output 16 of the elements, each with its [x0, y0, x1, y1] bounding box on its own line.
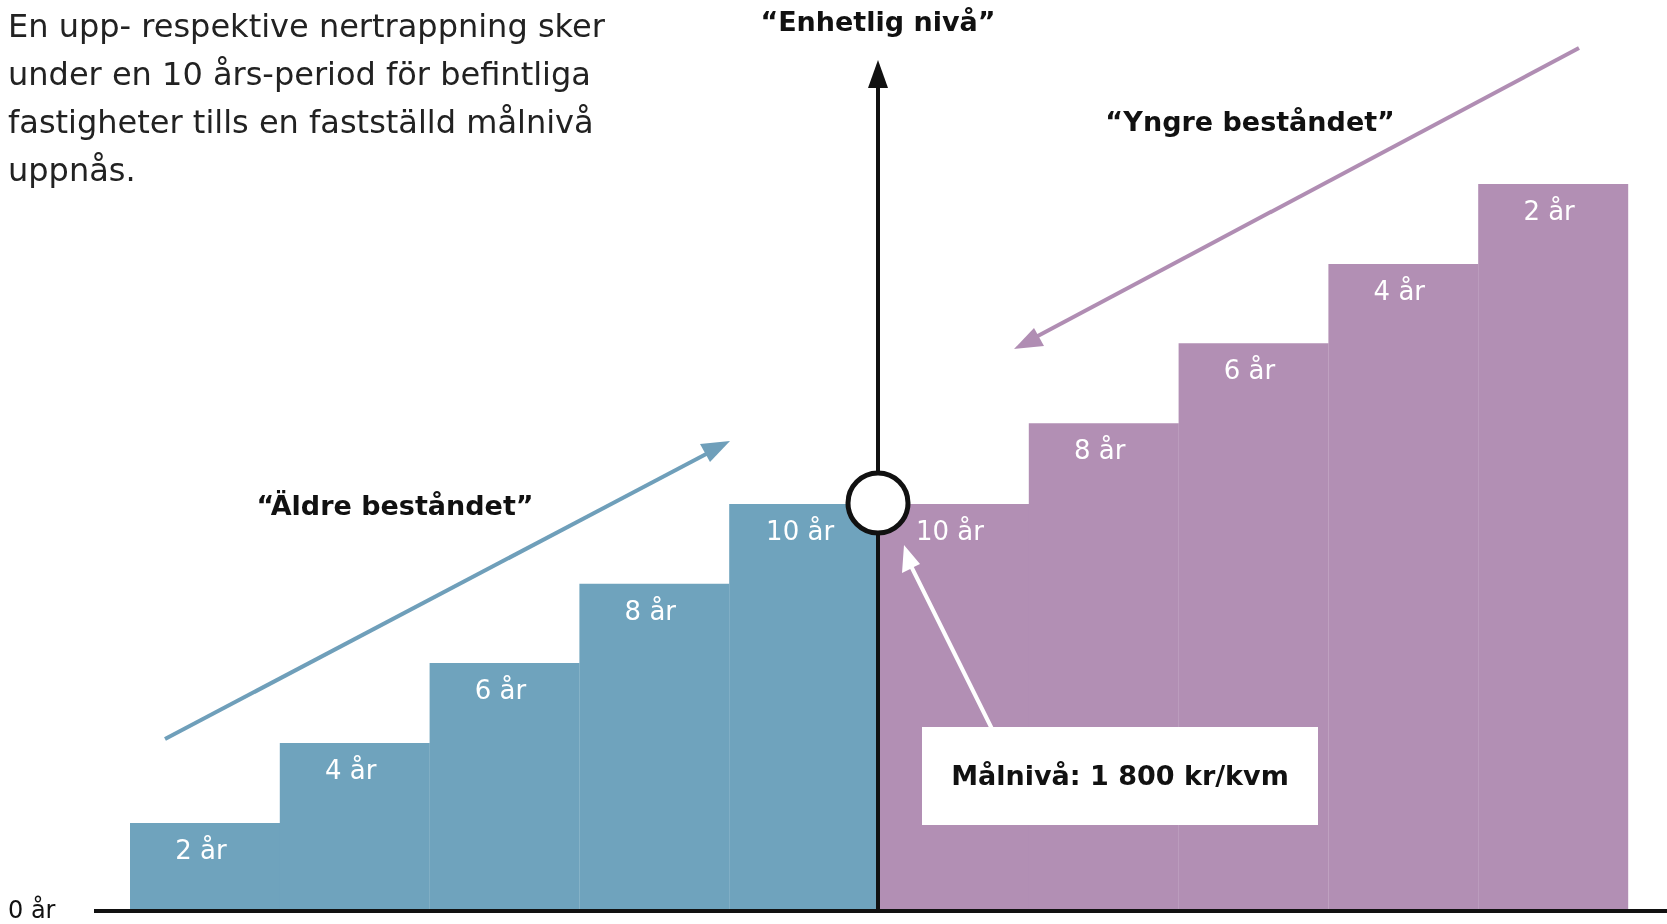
x-tick-label: 6 år	[474, 675, 527, 706]
annotation: “Äldre beståndet”	[255, 490, 535, 521]
x-tick-label: 6 år	[1223, 355, 1276, 386]
text: 0 år	[8, 896, 56, 924]
annotation: En upp- respektive nertrappning sker under en 10 års-period för befintliga fastigheter tills en fastställd målnivå uppnås.	[8, 6, 606, 191]
x-tick-label: 10 år	[915, 515, 985, 546]
x-tick-label: 4 år	[1373, 275, 1426, 306]
text: “Yngre beståndet”	[1104, 106, 1396, 137]
x-tick-label: 2 år	[1523, 196, 1576, 226]
x-tick-label: 8 år	[1073, 435, 1126, 466]
x-tick-label: 8 år	[624, 595, 677, 626]
x-tick-label: 4 år	[324, 755, 377, 786]
x-tick-label: 2 år	[175, 835, 227, 866]
x-tick-label: 10 år	[766, 515, 835, 546]
annotation: Målnivå: 1 800 kr/kvm	[950, 760, 1290, 791]
text: “Enhetlig nivå”	[759, 6, 997, 37]
